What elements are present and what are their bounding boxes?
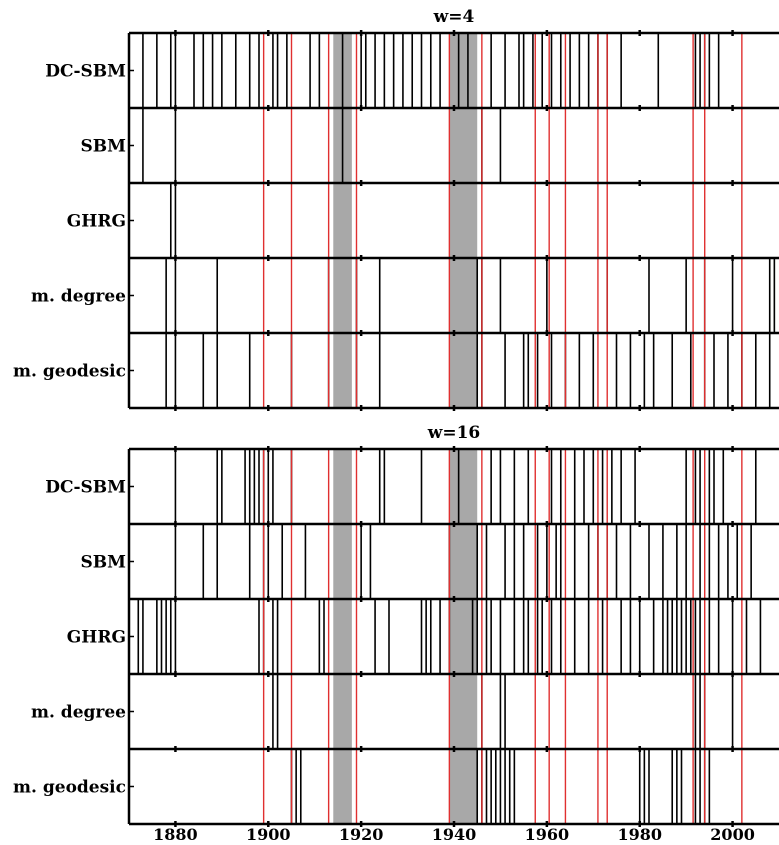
row-m-degree: m. degree <box>31 674 734 749</box>
row-dc-sbm: DC-SBM <box>45 449 757 524</box>
x-tick-label: 1900 <box>246 825 291 844</box>
row-label: m. geodesic <box>13 778 126 798</box>
row-sbm: SBM <box>81 108 502 183</box>
row-m-geodesic: m. geodesic <box>13 333 771 408</box>
row-ghrg: GHRG <box>67 599 762 674</box>
row-m-degree: m. degree <box>31 258 776 333</box>
row-label: GHRG <box>67 628 126 648</box>
row-label: m. geodesic <box>13 362 126 382</box>
x-tick-label: 1880 <box>153 825 198 844</box>
x-tick-label: 2000 <box>710 825 755 844</box>
x-tick-label: 1940 <box>432 825 477 844</box>
row-label: m. degree <box>31 287 126 307</box>
row-label: SBM <box>81 137 127 157</box>
row-label: DC-SBM <box>45 62 126 82</box>
x-tick-label: 1920 <box>339 825 384 844</box>
row-label: DC-SBM <box>45 478 126 498</box>
row-m-geodesic: m. geodesic <box>13 749 711 824</box>
row-label: m. degree <box>31 703 126 723</box>
shaded-period <box>333 33 352 408</box>
x-tick-label: 1960 <box>525 825 570 844</box>
row-sbm: SBM <box>81 524 752 599</box>
row-ghrg: GHRG <box>67 183 177 258</box>
panel-2: w=16 DC-SBM SBM GHRG m. degree m. geodesic 188… <box>13 423 779 844</box>
panel-1: w=4 DC-SBM SBM GHRG m. degree m. geodesic <box>13 7 779 411</box>
panel-title: w=4 <box>433 7 475 27</box>
row-dc-sbm: DC-SBM <box>45 33 720 108</box>
panel-title: w=16 <box>427 423 481 443</box>
row-label: GHRG <box>67 212 126 232</box>
shaded-period <box>333 449 352 824</box>
x-tick-label: 1980 <box>617 825 662 844</box>
row-label: SBM <box>81 553 127 573</box>
shaded-period <box>449 33 478 408</box>
